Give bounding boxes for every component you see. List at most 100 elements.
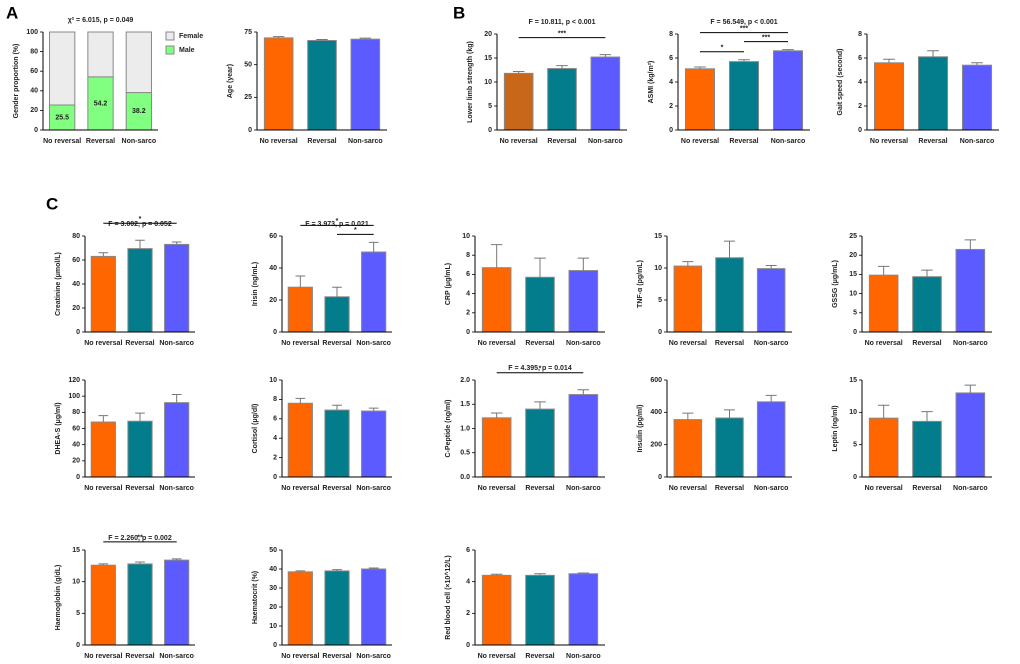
y-axis-label: Leptin (ng/ml) <box>832 405 839 451</box>
bar <box>684 68 716 131</box>
bar <box>955 392 986 478</box>
error-bar <box>577 389 590 395</box>
x-tick-label: Reversal <box>125 485 154 492</box>
y-tick-label: 80 <box>72 233 80 240</box>
y-tick-label: 10 <box>484 79 492 86</box>
y-tick-label: 2 <box>273 454 277 461</box>
bar <box>568 394 599 478</box>
error-bar <box>765 264 777 269</box>
bar-segment <box>87 76 114 131</box>
error-bar <box>295 397 306 404</box>
x-tick-label: Non-sarco <box>771 138 806 145</box>
error-bar <box>135 561 145 564</box>
error-bar <box>724 240 735 258</box>
legend-swatch <box>165 31 175 41</box>
bar <box>912 276 942 333</box>
x-tick-label: Non-sarco <box>754 485 789 492</box>
y-tick-label: 25 <box>849 233 857 240</box>
significance-label: *** <box>558 30 566 37</box>
y-tick-label: 0 <box>466 642 470 649</box>
x-tick-label: Non-sarco <box>953 340 988 347</box>
x-tick-label: Non-sarco <box>159 485 194 492</box>
bar <box>525 408 555 478</box>
error-bar <box>332 569 342 571</box>
x-tick-label: Non-sarco <box>356 653 391 660</box>
y-axis-label: Lower limb strength (kg) <box>467 41 474 123</box>
error-bar <box>295 275 306 288</box>
y-axis-label: Haematocrit (%) <box>252 571 259 624</box>
x-tick-label: Reversal <box>918 138 947 145</box>
x-tick-label: Reversal <box>322 485 351 492</box>
y-tick-label: 6 <box>466 547 470 554</box>
x-tick-label: Non-sarco <box>356 340 391 347</box>
y-axis-label: DHEA-S (μg/ml) <box>55 402 62 454</box>
y-axis-label: Creatinine (μmol/L) <box>55 252 62 316</box>
bar <box>164 402 190 478</box>
y-tick-label: 1.0 <box>460 425 470 432</box>
y-tick-label: 20 <box>72 458 80 465</box>
annotation: F = 2.260, p = 0.002 <box>108 535 172 542</box>
error-bar <box>490 573 503 576</box>
x-tick-label: No reversal <box>478 653 516 660</box>
x-tick-label: No reversal <box>865 485 903 492</box>
y-tick-label: 40 <box>72 281 80 288</box>
x-tick-label: No reversal <box>478 485 516 492</box>
annotation: F = 3.973, p = 0.021 <box>305 221 369 228</box>
error-bar <box>98 415 109 423</box>
x-tick-label: Non-sarco <box>566 340 601 347</box>
bar <box>590 56 621 131</box>
x-tick-label: Reversal <box>912 485 941 492</box>
x-tick-label: No reversal <box>865 340 903 347</box>
error-bar <box>577 257 590 271</box>
x-tick-label: No reversal <box>84 485 122 492</box>
y-tick-label: 4 <box>273 435 277 442</box>
bar <box>361 568 387 646</box>
y-tick-label: 40 <box>72 442 80 449</box>
y-tick-label: 10 <box>849 409 857 416</box>
error-bar <box>98 252 109 257</box>
y-tick-label: 2 <box>858 103 862 110</box>
error-bar <box>490 412 503 418</box>
y-tick-label: 2 <box>466 310 470 317</box>
y-axis-label: Gender proportion (%) <box>13 44 20 119</box>
bar <box>547 68 577 131</box>
bar <box>127 420 153 478</box>
bar <box>481 574 512 646</box>
error-bar <box>135 239 145 249</box>
y-tick-label: 8 <box>858 31 862 38</box>
y-tick-label: 4 <box>669 79 673 86</box>
legend-swatch <box>165 45 175 55</box>
error-bar <box>682 261 694 267</box>
y-tick-label: 0 <box>658 329 662 336</box>
y-tick-label: 10 <box>654 265 662 272</box>
y-tick-label: 4 <box>858 79 862 86</box>
y-tick-label: 8 <box>273 396 277 403</box>
annotation: F = 4.395, p = 0.014 <box>508 365 572 372</box>
bar <box>127 563 153 646</box>
error-bar <box>577 572 590 574</box>
y-tick-label: 60 <box>72 425 80 432</box>
y-tick-label: 20 <box>72 305 80 312</box>
error-bar <box>534 401 546 410</box>
y-axis-label: C-Peptide (ng/ml) <box>445 400 452 458</box>
y-axis-label: Irisin (ng/mL) <box>252 262 259 306</box>
legend-label: Female <box>179 33 203 40</box>
y-tick-label: 20 <box>269 604 277 611</box>
significance-label: * <box>336 218 339 225</box>
bar <box>568 270 599 333</box>
error-bar <box>272 36 285 38</box>
y-tick-label: 400 <box>650 409 662 416</box>
x-tick-label: No reversal <box>84 340 122 347</box>
x-tick-label: Reversal <box>912 340 941 347</box>
error-bar <box>964 239 977 250</box>
x-tick-label: Reversal <box>715 340 744 347</box>
y-tick-label: 0 <box>76 642 80 649</box>
error-bar <box>368 241 379 252</box>
error-bar <box>332 404 342 411</box>
x-tick-label: Non-sarco <box>122 138 157 145</box>
significance-label: * <box>354 227 357 234</box>
y-tick-label: 15 <box>484 55 492 62</box>
y-tick-label: 50 <box>244 62 252 69</box>
data-label: 54.2 <box>94 100 108 107</box>
